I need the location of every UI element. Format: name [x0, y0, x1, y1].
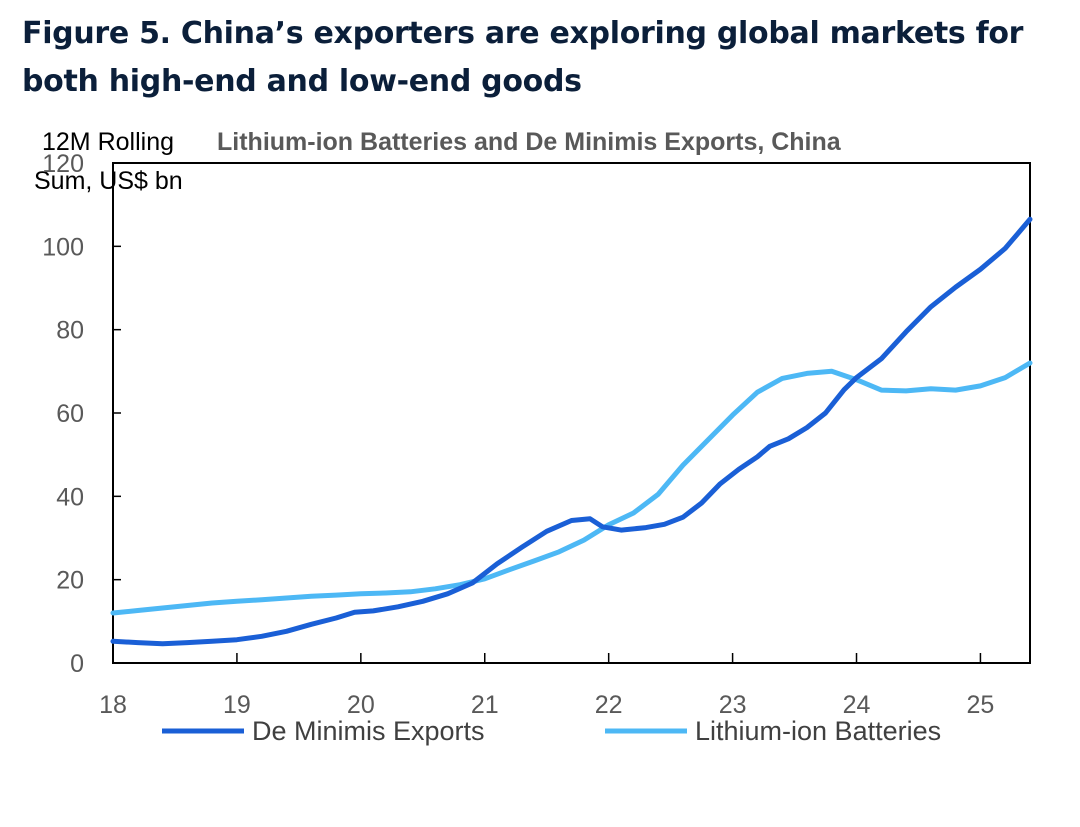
y-axis-label-line-1: 12M Rolling: [42, 128, 174, 156]
x-tick-label-3: 21: [471, 691, 499, 719]
x-tick-label-7: 25: [967, 691, 995, 719]
series-line-0: [110, 216, 1033, 647]
y-tick-label-3: 60: [56, 400, 84, 428]
x-tick-label-5: 23: [719, 691, 747, 719]
y-tick-label-4: 80: [56, 317, 84, 345]
y-tick-label-0: 0: [70, 650, 84, 678]
legend: De Minimis Exports Lithium-ion Batteries: [162, 716, 941, 746]
y-tick-label-5: 100: [42, 233, 84, 261]
x-axis-ticks: 18 19 20 21 22 23 24 25: [99, 653, 994, 719]
x-tick-label-2: 20: [347, 691, 375, 719]
chart-title: Lithium-ion Batteries and De Minimis Exp…: [217, 128, 842, 156]
x-tick-label-6: 24: [843, 691, 871, 719]
x-tick-label-0: 18: [99, 691, 127, 719]
series-lines: [110, 216, 1033, 647]
figure-title-line-1: Figure 5. China’s exporters are explorin…: [22, 16, 1024, 51]
x-tick-label-1: 19: [223, 691, 251, 719]
figure-title-line-2: both high-end and low-end goods: [22, 64, 582, 99]
y-axis-label-line-2: Sum, US$ bn: [34, 167, 183, 195]
x-tick-label-4: 22: [595, 691, 623, 719]
series-line-1: [110, 360, 1033, 616]
y-tick-label-1: 20: [56, 567, 84, 595]
plot-frame: [112, 162, 1031, 664]
y-tick-label-6: 120: [42, 150, 84, 178]
y-tick-label-2: 40: [56, 483, 84, 511]
y-axis-ticks: 0 20 40 60 80 100 120: [42, 150, 121, 678]
legend-label-0: De Minimis Exports: [252, 716, 485, 746]
legend-label-1: Lithium-ion Batteries: [695, 716, 941, 746]
figure-title: Figure 5. China’s exporters are explorin…: [22, 10, 1062, 106]
